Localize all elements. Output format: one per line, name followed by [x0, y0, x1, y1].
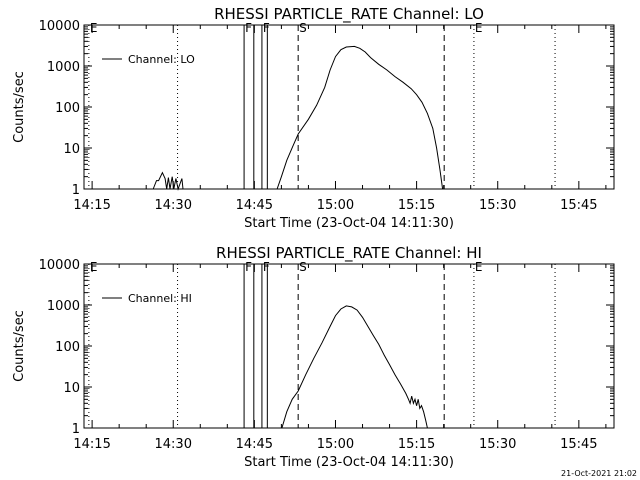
legend-label: Channel: HI — [128, 292, 192, 305]
x-tick-label: 15:30 — [479, 437, 516, 452]
x-tick-label: 15:00 — [317, 198, 354, 213]
panel-1: RHESSI PARTICLE_RATE Channel: LO Start Ti… — [12, 5, 615, 231]
panel-2: RHESSI PARTICLE_RATE Channel: HI Start Ti… — [12, 244, 615, 470]
x-tick-label: 15:45 — [560, 437, 597, 452]
plot-frame — [83, 24, 615, 190]
x-tick-label: 15:15 — [398, 198, 435, 213]
marker-label: E — [475, 260, 483, 274]
series-line-1 — [152, 45, 444, 191]
x-tick-label: 14:15 — [73, 198, 110, 213]
marker-label: S — [299, 260, 307, 274]
x-tick-label: 15:30 — [479, 198, 516, 213]
plot-frame — [83, 263, 615, 429]
y-tick-label: 100 — [55, 101, 80, 116]
x-axis-label: Start Time (23-Oct-04 14:11:30) — [244, 216, 454, 231]
y-tick-label: 1000 — [47, 60, 80, 75]
marker-label: F — [245, 21, 252, 35]
marker-label: E — [90, 21, 98, 35]
x-tick-label: 14:15 — [73, 437, 110, 452]
chart-title: RHESSI PARTICLE_RATE Channel: HI — [216, 244, 482, 263]
y-tick-label: 1 — [72, 422, 80, 437]
y-tick-label: 10000 — [39, 19, 80, 34]
y-tick-label: 100 — [55, 340, 80, 355]
y-tick-label: 10000 — [39, 258, 80, 273]
x-tick-label: 14:30 — [155, 198, 192, 213]
x-tick-label: 15:15 — [398, 437, 435, 452]
y-tick-label: 1000 — [47, 299, 80, 314]
y-tick-label: 1 — [72, 183, 80, 198]
x-tick-label: 14:45 — [236, 437, 273, 452]
x-tick-label: 15:45 — [560, 198, 597, 213]
marker-label: F — [263, 260, 270, 274]
marker-label: S — [299, 21, 307, 35]
footer-timestamp: 21-Oct-2021 21:02 — [561, 469, 637, 478]
y-tick-label: 10 — [63, 142, 80, 157]
x-tick-label: 14:30 — [155, 437, 192, 452]
marker-label: F — [245, 260, 252, 274]
chart-title: RHESSI PARTICLE_RATE Channel: LO — [214, 5, 484, 24]
marker-label: E — [90, 260, 98, 274]
marker-label: E — [475, 21, 483, 35]
x-tick-label: 14:45 — [236, 198, 273, 213]
legend-label: Channel: LO — [128, 53, 195, 66]
y-axis-label: Counts/sec — [12, 310, 27, 382]
x-axis-label: Start Time (23-Oct-04 14:11:30) — [244, 455, 454, 470]
series-line-1 — [281, 305, 428, 429]
marker-label: F — [263, 21, 270, 35]
y-tick-label: 10 — [63, 381, 80, 396]
y-axis-label: Counts/sec — [12, 71, 27, 143]
x-tick-label: 15:00 — [317, 437, 354, 452]
